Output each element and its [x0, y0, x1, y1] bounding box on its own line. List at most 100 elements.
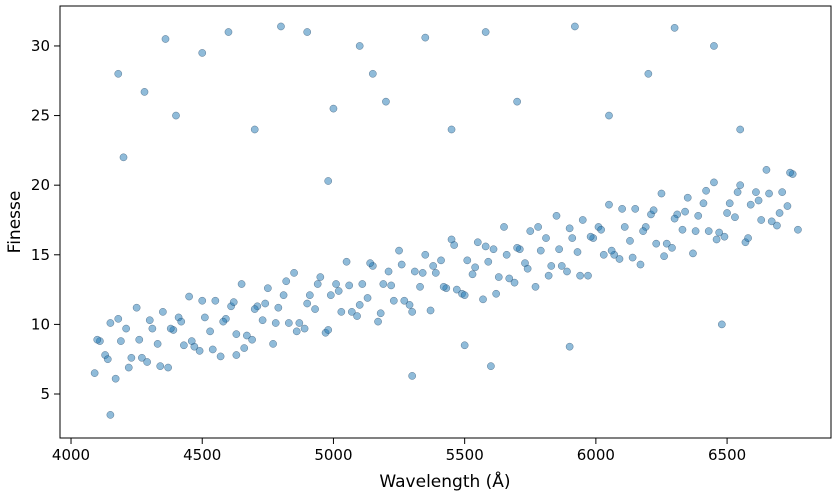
point: [269, 340, 277, 348]
point: [279, 291, 288, 300]
point: [431, 269, 440, 277]
point: [607, 246, 616, 255]
point: [505, 274, 514, 283]
point: [576, 271, 584, 280]
point: [347, 308, 356, 316]
x-tick-label: 5000: [314, 446, 352, 464]
point: [277, 22, 285, 31]
point: [229, 298, 238, 306]
point: [513, 97, 521, 106]
point: [334, 287, 343, 295]
x-tick-label: 4500: [183, 446, 221, 464]
point: [450, 241, 459, 249]
point: [754, 196, 763, 205]
point: [652, 239, 661, 248]
point: [544, 271, 553, 280]
point: [502, 250, 511, 259]
point: [463, 256, 472, 265]
point: [678, 225, 687, 234]
point: [471, 263, 480, 272]
point: [536, 246, 545, 255]
point: [710, 178, 718, 187]
point: [282, 277, 291, 286]
point: [303, 299, 312, 308]
point: [117, 337, 125, 345]
point: [762, 166, 771, 174]
point: [195, 346, 204, 355]
point: [694, 211, 703, 220]
point: [140, 88, 149, 96]
point: [355, 42, 364, 50]
point: [460, 291, 469, 300]
y-axis-label: Finesse: [5, 191, 25, 254]
point: [185, 292, 193, 301]
point: [329, 104, 338, 113]
point: [447, 125, 456, 134]
point: [332, 280, 340, 288]
point: [615, 255, 624, 263]
point: [148, 324, 157, 333]
point: [337, 308, 346, 316]
point: [384, 267, 393, 276]
point: [250, 305, 259, 313]
point: [408, 372, 417, 380]
point: [618, 204, 626, 213]
point: [248, 335, 256, 344]
point: [156, 362, 165, 371]
point: [363, 294, 372, 302]
point: [232, 351, 241, 359]
point: [534, 223, 542, 231]
point: [489, 245, 498, 254]
point: [626, 237, 634, 245]
point: [573, 248, 582, 256]
point: [219, 317, 228, 326]
point: [143, 358, 151, 366]
x-axis-label: Wavelength (Å): [379, 470, 510, 492]
point: [397, 260, 406, 269]
point: [620, 223, 629, 231]
point: [765, 189, 773, 198]
point: [410, 267, 419, 276]
point: [353, 312, 361, 320]
point: [481, 28, 490, 36]
point: [103, 355, 112, 364]
point: [773, 221, 781, 230]
point: [563, 267, 571, 276]
point: [224, 28, 233, 36]
point: [670, 214, 679, 223]
point: [358, 280, 367, 288]
y-tick-label: 10: [31, 315, 50, 333]
point: [691, 227, 700, 235]
point: [668, 243, 676, 252]
point: [292, 327, 301, 336]
point: [717, 320, 726, 329]
point: [90, 369, 99, 377]
point: [699, 199, 708, 208]
point: [526, 227, 535, 235]
point: [345, 281, 354, 290]
point: [271, 319, 280, 327]
point: [374, 317, 382, 326]
point: [437, 256, 445, 265]
point: [305, 291, 314, 300]
point: [510, 278, 519, 287]
point: [153, 340, 162, 348]
point: [660, 252, 668, 261]
point: [145, 316, 154, 325]
point: [723, 209, 731, 217]
point: [376, 309, 385, 318]
point: [198, 49, 207, 57]
point: [487, 362, 495, 371]
point: [342, 257, 351, 266]
point: [237, 280, 246, 288]
point: [605, 200, 613, 209]
point: [571, 22, 579, 31]
point: [605, 111, 613, 120]
y-tick-label: 15: [31, 246, 50, 264]
point: [421, 250, 430, 259]
point: [547, 262, 556, 270]
point: [326, 291, 335, 300]
point: [492, 289, 500, 298]
point: [733, 188, 742, 196]
point: [757, 216, 766, 224]
